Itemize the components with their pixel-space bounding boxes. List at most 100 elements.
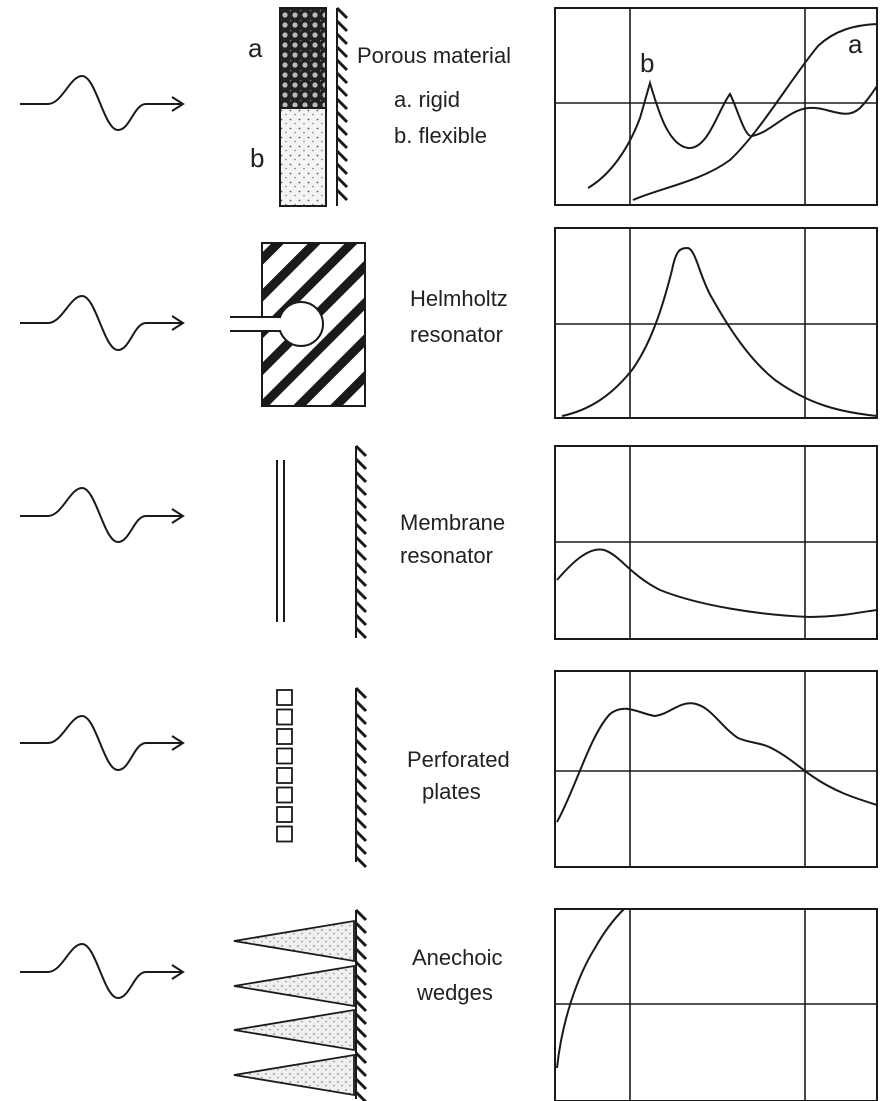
wall-hatch [354,444,368,458]
wedge [233,964,355,1008]
wall-hatch [354,509,368,523]
wall-hatch [335,175,349,189]
wall-hatch [354,548,368,562]
wall-hatch [354,587,368,601]
row-porous: a b Porous material a. rigid b. flexible… [20,6,878,207]
wall-hatch [335,188,349,202]
wall-hatch [335,84,349,98]
wall-hatch [354,921,368,935]
rigid-wall [354,908,368,1101]
flexible-porous-layer [279,107,327,207]
wall-hatch [354,738,368,752]
incident-wave-icon [20,294,185,352]
row-anechoic: Anechoic wedges [20,908,878,1101]
wall-hatch [335,136,349,150]
perforated-plate [276,689,293,843]
perforation-hole [276,728,293,745]
wedge [233,1008,355,1052]
wall-hatch [354,777,368,791]
incident-wave-icon [20,74,185,132]
wall-hatch [354,470,368,484]
curve-label-a: a [848,29,863,59]
wall-hatch [354,790,368,804]
absorption-curve [561,246,878,417]
resonator-cavity [278,301,324,347]
wall-hatch [335,32,349,46]
wall-hatch [354,561,368,575]
resonator-neck [230,317,282,331]
wall-hatch [335,58,349,72]
wall-hatch [354,613,368,627]
wall-hatch [354,803,368,817]
material-sublabel-a: a. rigid [394,87,460,112]
material-label-line-2: resonator [410,322,503,347]
wall-hatch [354,960,368,974]
wall-hatch [354,1025,368,1039]
layer-label-a: a [248,33,263,63]
wall-hatch [335,162,349,176]
curve-flexible [587,79,878,189]
wall-hatch [335,19,349,33]
absorption-graph-porous: b a [554,7,878,206]
rigid-porous-layer [279,7,327,109]
wall-hatch [354,535,368,549]
wall-hatch [335,45,349,59]
wall-hatch [354,973,368,987]
wall-hatch [354,829,368,843]
material-label-line-1: Helmholtz [410,286,508,311]
perforation-hole [276,786,293,804]
anechoic-wedges [233,919,355,1097]
material-label: Porous material [357,43,511,68]
material-sublabel-b: b. flexible [394,123,487,148]
absorption-curve [556,702,878,823]
absorption-curve [556,548,878,619]
wedge [233,919,355,963]
wall-hatch [354,1038,368,1052]
material-label-line-2: resonator [400,543,493,568]
perforation-hole [276,825,293,843]
wall-hatch [335,97,349,111]
wall-hatch [354,574,368,588]
absorption-graph-membrane [554,445,878,640]
row-membrane: Membrane resonator [20,444,878,640]
wall-hatch [354,1077,368,1091]
perforation-hole [276,708,293,726]
wall-hatch [354,986,368,1000]
wall-hatch [354,1012,368,1026]
rigid-wall [354,686,368,869]
wall-hatch [354,600,368,614]
wall-hatch [354,522,368,536]
perforation-hole [276,767,293,784]
incident-wave-icon [20,714,185,772]
rigid-wall [335,6,349,206]
wall-hatch [335,6,349,20]
wall-hatch [354,712,368,726]
wall-hatch [354,842,368,856]
material-label-line-1: Perforated [407,747,510,772]
wall-hatch [335,110,349,124]
wall-hatch [354,496,368,510]
wall-hatch [354,483,368,497]
wall-hatch [354,999,368,1013]
wall-hatch [354,457,368,471]
perforation-hole [276,806,293,823]
wall-hatch [354,626,368,640]
material-label-line-1: Anechoic [412,945,503,970]
wall-hatch [354,855,368,869]
material-label-line-2: plates [422,779,481,804]
row-helmholtz: Helmholtz resonator [20,227,878,419]
absorption-graph-anechoic [554,908,878,1101]
wall-hatch [354,947,368,961]
wall-hatch [354,764,368,778]
material-label-line-1: Membrane [400,510,505,535]
wedge [233,1053,355,1097]
wall-hatch [335,149,349,163]
row-perforated: Perforated plates [20,670,878,869]
wall-hatch [354,934,368,948]
wall-hatch [354,699,368,713]
wall-hatch [354,1090,368,1101]
perforation-hole [276,689,293,706]
rigid-wall [354,444,368,640]
absorption-graph-helmholtz [554,227,878,419]
